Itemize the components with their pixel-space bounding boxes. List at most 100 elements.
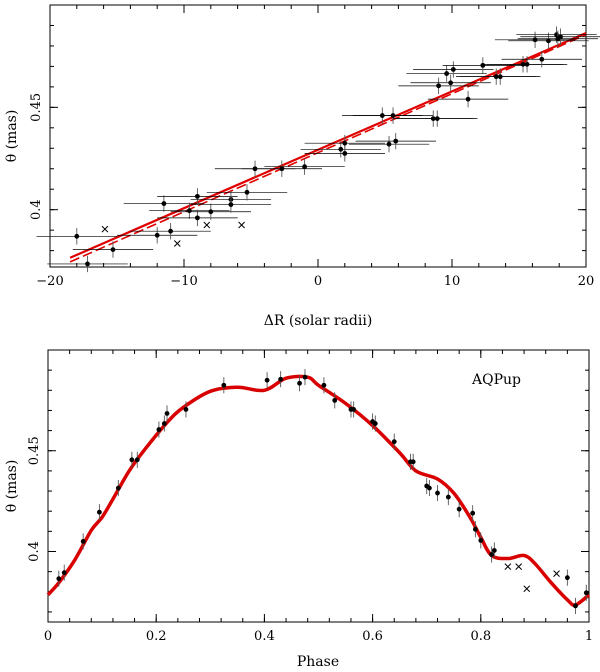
- point-marker: [164, 411, 170, 416]
- point-marker: [427, 485, 432, 491]
- bottom-data-point: [472, 521, 478, 538]
- point-marker: [321, 382, 327, 388]
- top-plot-frame: [49, 4, 587, 268]
- point-marker: [444, 71, 450, 76]
- point-marker: [497, 74, 503, 80]
- point-marker: [470, 510, 476, 516]
- bottom-data-point: [456, 501, 462, 518]
- bottom-data-point: [435, 484, 440, 502]
- point-marker: [85, 261, 90, 267]
- point-marker: [564, 575, 570, 581]
- top-data-point: [413, 61, 494, 78]
- point-marker: [445, 494, 451, 500]
- bottom-data-point: [564, 569, 570, 586]
- point-marker: [524, 61, 530, 67]
- point-marker: [264, 377, 270, 383]
- point-marker: [115, 485, 121, 491]
- bottom-data-point: [156, 421, 162, 438]
- cross-stroke: [515, 563, 523, 570]
- point-marker: [96, 509, 102, 515]
- point-marker: [372, 421, 378, 426]
- top-data-point: [170, 203, 251, 220]
- bottom-data-point: [56, 570, 62, 587]
- top-data-point: [410, 74, 491, 91]
- point-marker: [195, 193, 200, 199]
- top-data-point: [149, 202, 230, 219]
- top-data-point: [397, 110, 478, 127]
- point-marker: [244, 189, 250, 195]
- point-marker: [278, 376, 284, 382]
- point-marker: [279, 166, 285, 172]
- top-data-point: [241, 160, 323, 177]
- point-marker: [583, 590, 589, 596]
- bottom-data-point: [410, 453, 416, 470]
- cross-stroke: [101, 225, 109, 233]
- bottom-excluded-point: [504, 563, 512, 570]
- point-marker: [338, 146, 344, 152]
- bottom-plot-frame: [47, 349, 590, 623]
- bottom-data-point: [470, 505, 476, 522]
- top-data-point: [348, 136, 430, 153]
- top-data-point: [117, 227, 198, 244]
- top-data-point: [460, 68, 541, 85]
- point-marker: [110, 247, 116, 253]
- bottom-data-point: [161, 415, 167, 432]
- bottom-x-tick-label: 0: [44, 629, 52, 644]
- bottom-data-point: [297, 375, 302, 392]
- point-marker: [390, 113, 396, 118]
- top-data-point: [190, 196, 272, 213]
- top-data-point: [427, 90, 509, 108]
- bottom-data-point: [489, 546, 495, 563]
- bottom-x-tick-label: 1: [585, 629, 593, 644]
- point-marker: [532, 37, 538, 43]
- top-data-point: [264, 158, 345, 175]
- point-marker: [410, 459, 416, 465]
- point-marker: [465, 96, 471, 102]
- point-marker: [478, 538, 484, 543]
- point-marker: [435, 490, 440, 496]
- top-data-point: [501, 51, 582, 68]
- point-marker: [154, 232, 160, 238]
- point-marker: [558, 34, 563, 40]
- bottom-data-point: [115, 479, 121, 497]
- bottom-x-tick-label: 0.4: [254, 629, 275, 644]
- bottom-data-point: [164, 405, 170, 422]
- bottom-ticks: 0 0.2 0.4 0.6 0.8 1 0.4 0.45: [27, 349, 593, 644]
- bottom-model-curve: [46, 374, 591, 607]
- top-data-point: [123, 195, 205, 212]
- top-data-point: [157, 188, 238, 205]
- bottom-y-tick-label: 0.4: [27, 541, 42, 562]
- top-data-point: [47, 255, 128, 273]
- point-marker: [134, 457, 140, 463]
- cross-stroke: [203, 221, 211, 229]
- point-marker: [489, 552, 495, 557]
- top-data-point: [304, 134, 385, 152]
- top-data-point: [398, 77, 479, 95]
- point-marker: [156, 427, 162, 432]
- bottom-data-point: [321, 377, 327, 394]
- bottom-data-point: [264, 372, 270, 389]
- bottom-data-point: [302, 369, 308, 386]
- bottom-data-point: [573, 597, 578, 614]
- bottom-y-tick-label: 0.45: [27, 436, 42, 465]
- point-marker: [539, 56, 545, 62]
- cross-stroke: [238, 221, 245, 229]
- bottom-data-point: [129, 451, 135, 468]
- top-x-tick-label: −10: [170, 274, 197, 289]
- bottom-data-point: [391, 433, 397, 450]
- bottom-x-tick-label: 0.8: [470, 629, 491, 644]
- top-data-point: [206, 184, 288, 201]
- point-marker: [546, 38, 551, 44]
- point-marker: [491, 548, 497, 553]
- top-x-axis-label: ΔR (solar radii): [264, 313, 373, 329]
- bottom-data-point: [445, 489, 451, 506]
- bottom-data-point: [183, 401, 189, 418]
- top-y-tick-label: 0.4: [29, 199, 44, 220]
- point-marker: [221, 382, 227, 388]
- bottom-data-point: [61, 564, 67, 581]
- top-x-tick-label: 0: [314, 274, 322, 289]
- point-marker: [56, 576, 62, 582]
- cross-stroke: [173, 240, 181, 247]
- top-data-points: [36, 26, 600, 273]
- point-marker: [393, 138, 399, 144]
